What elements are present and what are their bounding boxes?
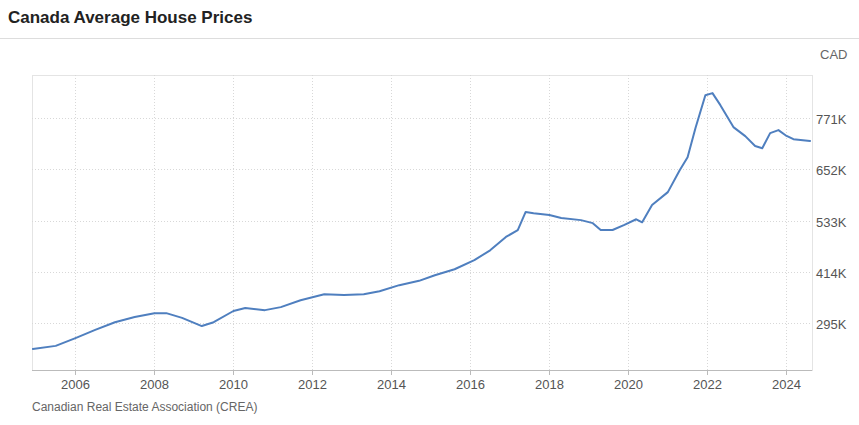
chart: Canada Average House Prices CAD 295K 414K 53… <box>0 0 859 425</box>
x-grid-line <box>470 75 471 370</box>
y-grid-line <box>32 272 812 273</box>
x-grid-line <box>154 75 155 370</box>
x-grid-line <box>549 75 550 370</box>
y-grid-line <box>32 118 812 119</box>
y-tick-label: 533K <box>816 215 847 230</box>
x-grid-line <box>391 75 392 370</box>
plot-area <box>33 93 810 349</box>
y-grid-line <box>32 323 812 324</box>
x-tick-label: 2020 <box>614 377 643 392</box>
y-tick-label: 652K <box>816 163 847 178</box>
y-grid-line <box>32 221 812 222</box>
x-tick-label: 2024 <box>772 377 801 392</box>
header-rule <box>0 38 859 39</box>
y-tick-label: 295K <box>816 317 847 332</box>
x-axis-line <box>32 370 812 371</box>
price-line <box>33 93 810 349</box>
x-tick-label: 2008 <box>140 377 169 392</box>
x-grid-line <box>233 75 234 370</box>
x-grid-line <box>75 75 76 370</box>
x-tick-label: 2016 <box>456 377 485 392</box>
x-grid-line <box>312 75 313 370</box>
x-tick-label: 2014 <box>377 377 406 392</box>
y-tick-label: 771K <box>816 112 847 127</box>
y-tick-label: 414K <box>816 266 847 281</box>
plot-frame <box>33 76 813 371</box>
y-grid-line <box>32 169 812 170</box>
x-tick-label: 2012 <box>298 377 327 392</box>
x-tick-label: 2018 <box>535 377 564 392</box>
x-grid-line <box>707 75 708 370</box>
title: Canada Average House Prices <box>8 8 252 27</box>
source: Canadian Real Estate Association (CREA) <box>32 400 257 414</box>
y-axis-label: CAD <box>820 47 847 62</box>
x-tick-label: 2010 <box>219 377 248 392</box>
x-tick-label: 2022 <box>693 377 722 392</box>
x-tick-label: 2006 <box>61 377 90 392</box>
x-grid-line <box>786 75 787 370</box>
header-bg <box>0 0 859 38</box>
